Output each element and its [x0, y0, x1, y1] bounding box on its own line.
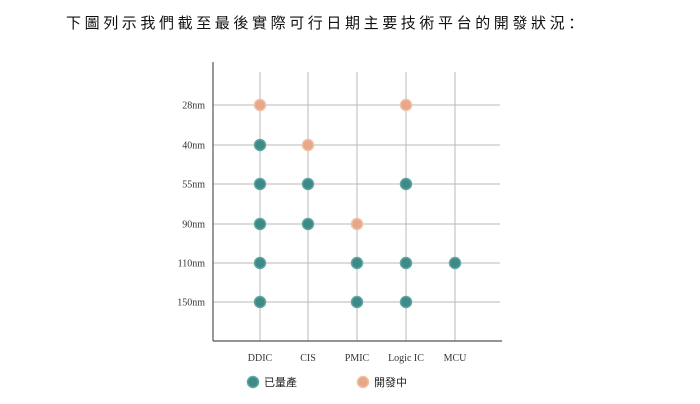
data-point-in-production — [253, 138, 267, 152]
data-point-in-production — [253, 177, 267, 191]
data-point-in-production — [448, 256, 462, 270]
y-tick-label: 110nm — [178, 259, 206, 270]
data-point-in-production — [399, 256, 413, 270]
data-point-in-production — [301, 177, 315, 191]
chart-axes — [212, 62, 502, 342]
x-tick-label: CIS — [300, 353, 316, 364]
y-tick-label: 28nm — [182, 101, 205, 112]
y-tick-labels: 28nm 40nm 55nm 90nm 110nm 150nm — [177, 101, 205, 309]
data-point-in-development — [301, 138, 315, 152]
data-point-in-development — [350, 217, 364, 231]
x-tick-label: DDIC — [248, 353, 273, 364]
y-tick-label: 40nm — [182, 141, 205, 152]
data-point-in-production — [399, 295, 413, 309]
data-point-in-production — [253, 295, 267, 309]
legend-marker — [246, 375, 260, 389]
data-point-in-production — [350, 256, 364, 270]
x-tick-label: MCU — [444, 353, 468, 364]
data-point-in-development — [399, 98, 413, 112]
legend-label: 已量產 — [264, 375, 297, 389]
x-tick-label: PMIC — [345, 353, 370, 364]
y-tick-label: 55nm — [182, 180, 205, 191]
page-heading: 下圖列示我們截至最後實際可行日期主要技術平台的開發狀況： — [66, 14, 587, 32]
data-point-in-development — [253, 98, 267, 112]
chart-legend: 已量產 開發中 — [246, 375, 407, 389]
data-points — [253, 98, 462, 309]
data-point-in-production — [350, 295, 364, 309]
x-tick-label: Logic IC — [388, 353, 424, 364]
data-point-in-production — [253, 217, 267, 231]
data-point-in-production — [253, 256, 267, 270]
y-tick-label: 150nm — [177, 298, 205, 309]
y-tick-label: 90nm — [182, 220, 205, 231]
legend-label: 開發中 — [374, 375, 407, 389]
legend-marker — [356, 375, 370, 389]
x-tick-labels: DDIC CIS PMIC Logic IC MCU — [248, 353, 467, 364]
data-point-in-production — [399, 177, 413, 191]
data-point-in-production — [301, 217, 315, 231]
